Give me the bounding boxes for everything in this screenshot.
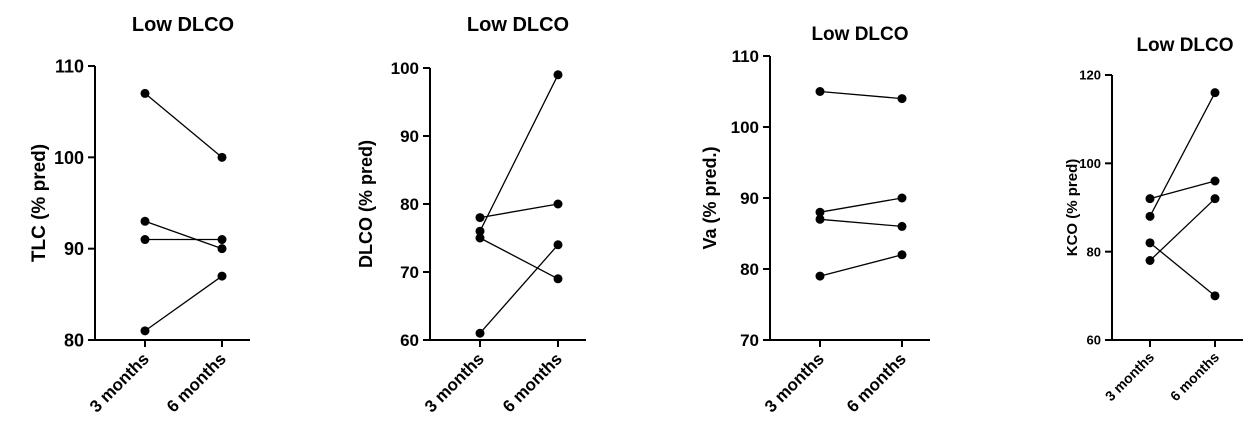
y-tick-label: 70 [400, 263, 419, 282]
y-tick-label: 90 [400, 127, 419, 146]
y-tick-label: 90 [740, 189, 759, 208]
y-tick-label: 80 [400, 195, 419, 214]
series-line [819, 90, 903, 100]
chart-panel-1: Low DLCO 80 90 100 110 TLC (% pred) 3 months 6 … [29, 14, 250, 416]
y-axis-label: TLC (% pred) [29, 144, 50, 262]
series-line [1149, 198, 1216, 261]
x-tick-label: 3 months [86, 349, 153, 416]
data-point [475, 213, 485, 223]
y-tick-label: 80 [64, 330, 84, 350]
chart-title: Low DLCO [1136, 35, 1233, 56]
y-tick-label: 100 [54, 148, 84, 168]
series-line [819, 197, 903, 213]
x-tick-label: 3 months [421, 349, 488, 416]
y-axis-label: DLCO (% pred) [356, 140, 376, 268]
chart-title: Low DLCO [467, 14, 569, 36]
data-point [475, 226, 485, 236]
data-point [217, 235, 227, 245]
data-point [1210, 88, 1220, 98]
data-point [553, 274, 563, 284]
x-tick-label: 3 months [761, 349, 828, 416]
data-point [1210, 194, 1220, 204]
series-line [1149, 92, 1216, 217]
data-point [553, 240, 563, 250]
x-tick-label: 6 months [499, 349, 566, 416]
data-point [553, 199, 563, 209]
y-tick-label: 90 [64, 239, 84, 259]
data-point [1210, 176, 1220, 186]
data-point [897, 250, 907, 260]
data-point [1145, 256, 1155, 265]
x-tick-label: 6 months [843, 349, 910, 416]
x-tick-label: 6 months [1167, 349, 1222, 404]
data-point [815, 207, 825, 217]
data-point [815, 271, 825, 281]
y-tick-label: 100 [1079, 156, 1101, 171]
y-tick-label: 60 [1087, 333, 1101, 348]
y-tick-label: 110 [732, 47, 759, 66]
y-axis-label: Va (% pred.) [700, 146, 720, 249]
data-point [1145, 238, 1155, 248]
data-point [1145, 194, 1155, 204]
data-point [217, 271, 227, 281]
data-point [140, 88, 150, 98]
data-point [475, 328, 485, 338]
data-point [1210, 291, 1220, 301]
data-point [815, 87, 825, 96]
series-line [144, 220, 223, 250]
y-tick-label: 100 [731, 118, 759, 137]
data-point [897, 221, 907, 231]
series-line [479, 74, 559, 232]
data-point [140, 216, 150, 226]
series-line [479, 237, 559, 280]
series-line [1149, 180, 1216, 200]
series-line [819, 254, 903, 277]
chart-title: Low DLCO [132, 14, 234, 36]
chart-title: Low DLCO [811, 24, 908, 45]
series-line [1149, 242, 1216, 297]
data-point [217, 152, 227, 162]
data-point [1145, 211, 1155, 221]
y-tick-label: 120 [1079, 68, 1101, 83]
y-tick-label: 70 [740, 331, 759, 350]
data-point [475, 233, 485, 243]
series-line [144, 92, 223, 158]
y-tick-label: 80 [1087, 244, 1101, 259]
series-line [819, 218, 903, 228]
y-tick-label: 60 [400, 331, 419, 350]
data-point [140, 235, 150, 245]
chart-panel-3: Low DLCO 70 80 90 100 110 Va (% pred.) 3 months… [700, 24, 930, 416]
data-point [897, 193, 907, 203]
x-tick-label: 3 months [1102, 349, 1157, 404]
series-line [144, 275, 223, 332]
data-point [815, 214, 825, 224]
y-tick-label: 80 [740, 260, 759, 279]
data-point [553, 70, 563, 80]
data-point [140, 326, 150, 336]
y-tick-label: 100 [391, 59, 419, 78]
series-line [479, 244, 559, 334]
chart-panel-2: Low DLCO 60 70 80 90 100 DLCO (% pred) 3 months… [356, 14, 586, 416]
data-point [217, 244, 227, 254]
y-tick-label: 110 [55, 56, 84, 76]
x-tick-label: 6 months [163, 349, 230, 416]
data-point [897, 94, 907, 104]
chart-panel-4: Low DLCO 60 80 100 120 KCO (% pred) 3 months 6 … [1064, 35, 1243, 404]
series-line [479, 203, 559, 219]
y-axis-label: KCO (% pred) [1064, 159, 1081, 257]
